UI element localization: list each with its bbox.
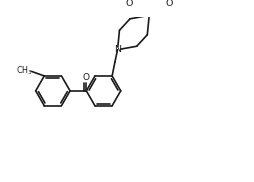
Text: N: N [114,45,121,54]
Text: CH$_3$: CH$_3$ [16,64,33,77]
Text: O: O [125,0,132,8]
Text: O: O [165,0,172,8]
Text: O: O [83,73,89,82]
